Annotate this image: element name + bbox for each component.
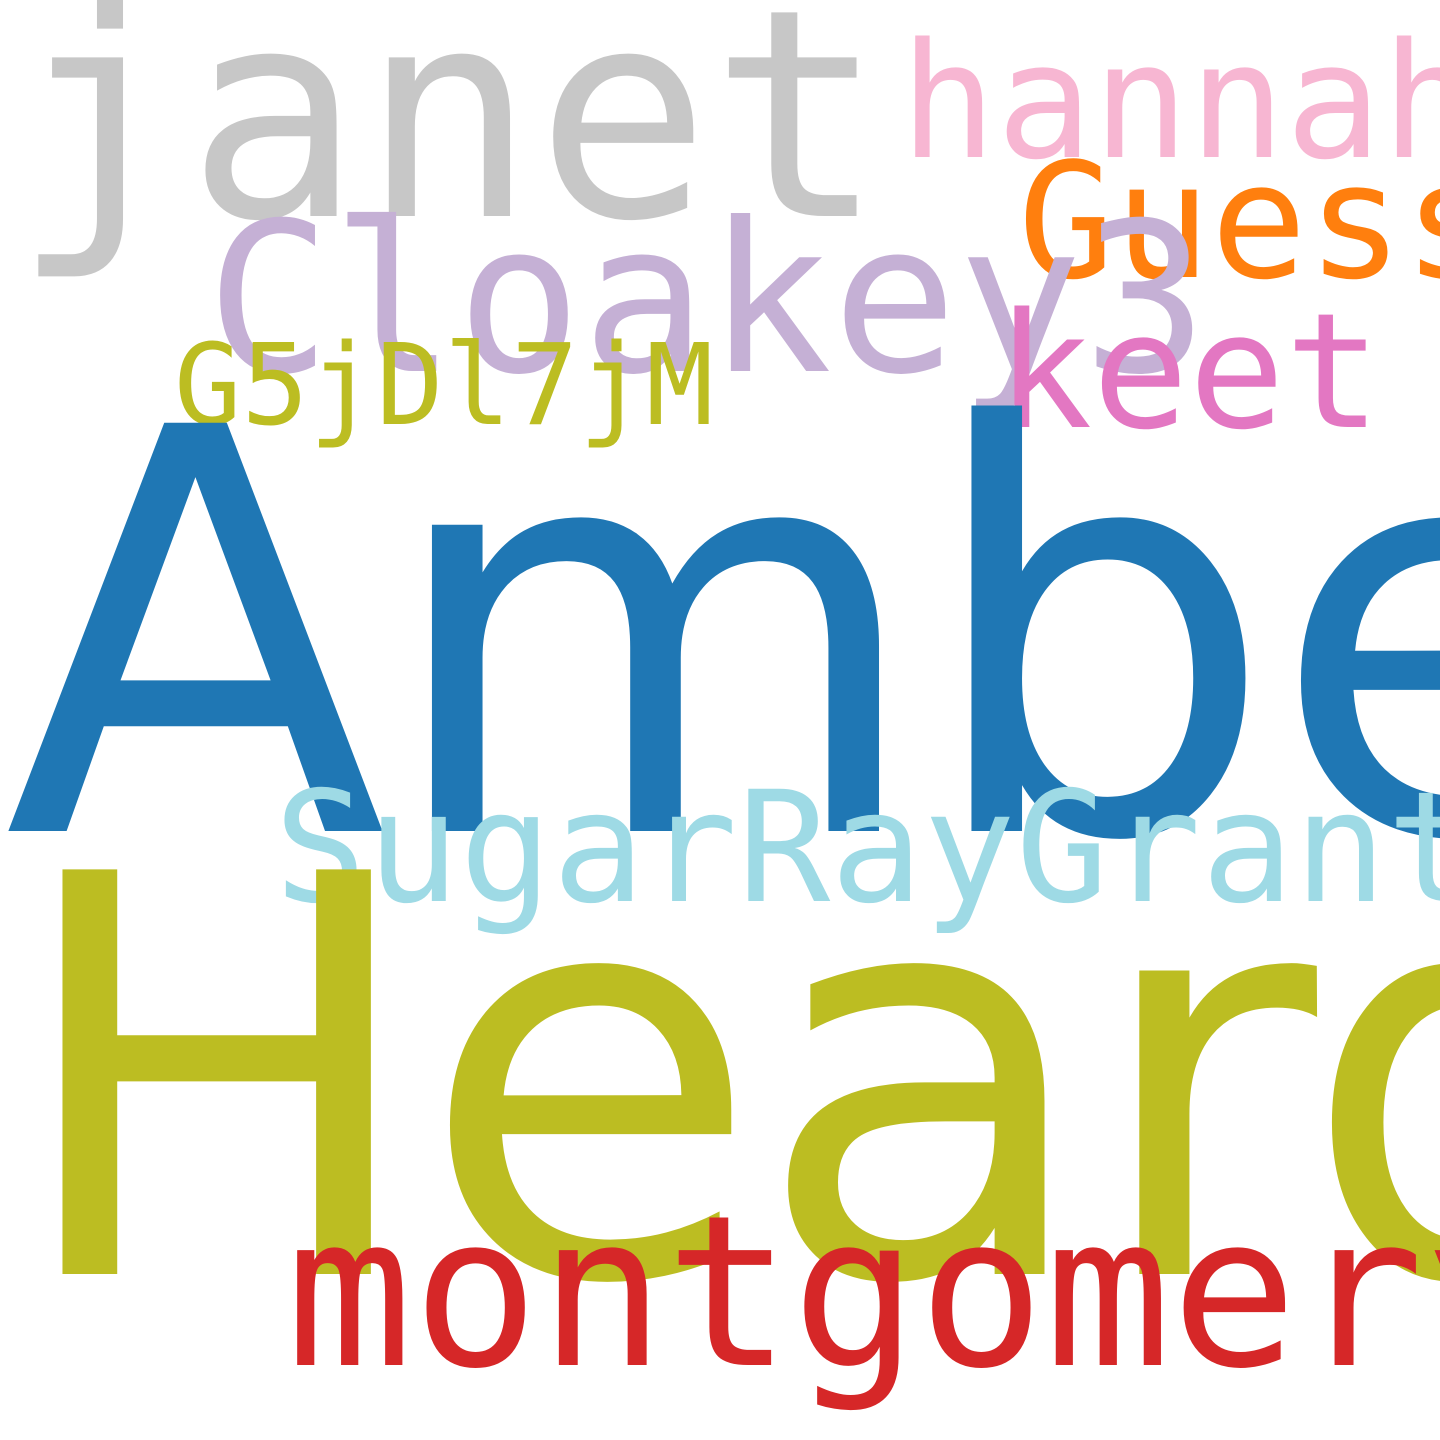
word-cloakey3: Cloakey3 — [206, 179, 1208, 421]
word-guess: Guess — [1018, 128, 1440, 315]
word-sugarraygrant: SugarRayGrant — [274, 759, 1440, 938]
word-keet: keet — [996, 278, 1382, 465]
word-heard: Heard — [8, 759, 1440, 1405]
word-montgomery: montgomery — [286, 1170, 1440, 1415]
word-hannah: hannah — [900, 8, 1440, 195]
word-janet: janet — [12, 0, 885, 285]
word-g5jdl7jm: G5jDl7jM — [174, 321, 714, 451]
word-amber: Amber — [4, 312, 1440, 964]
